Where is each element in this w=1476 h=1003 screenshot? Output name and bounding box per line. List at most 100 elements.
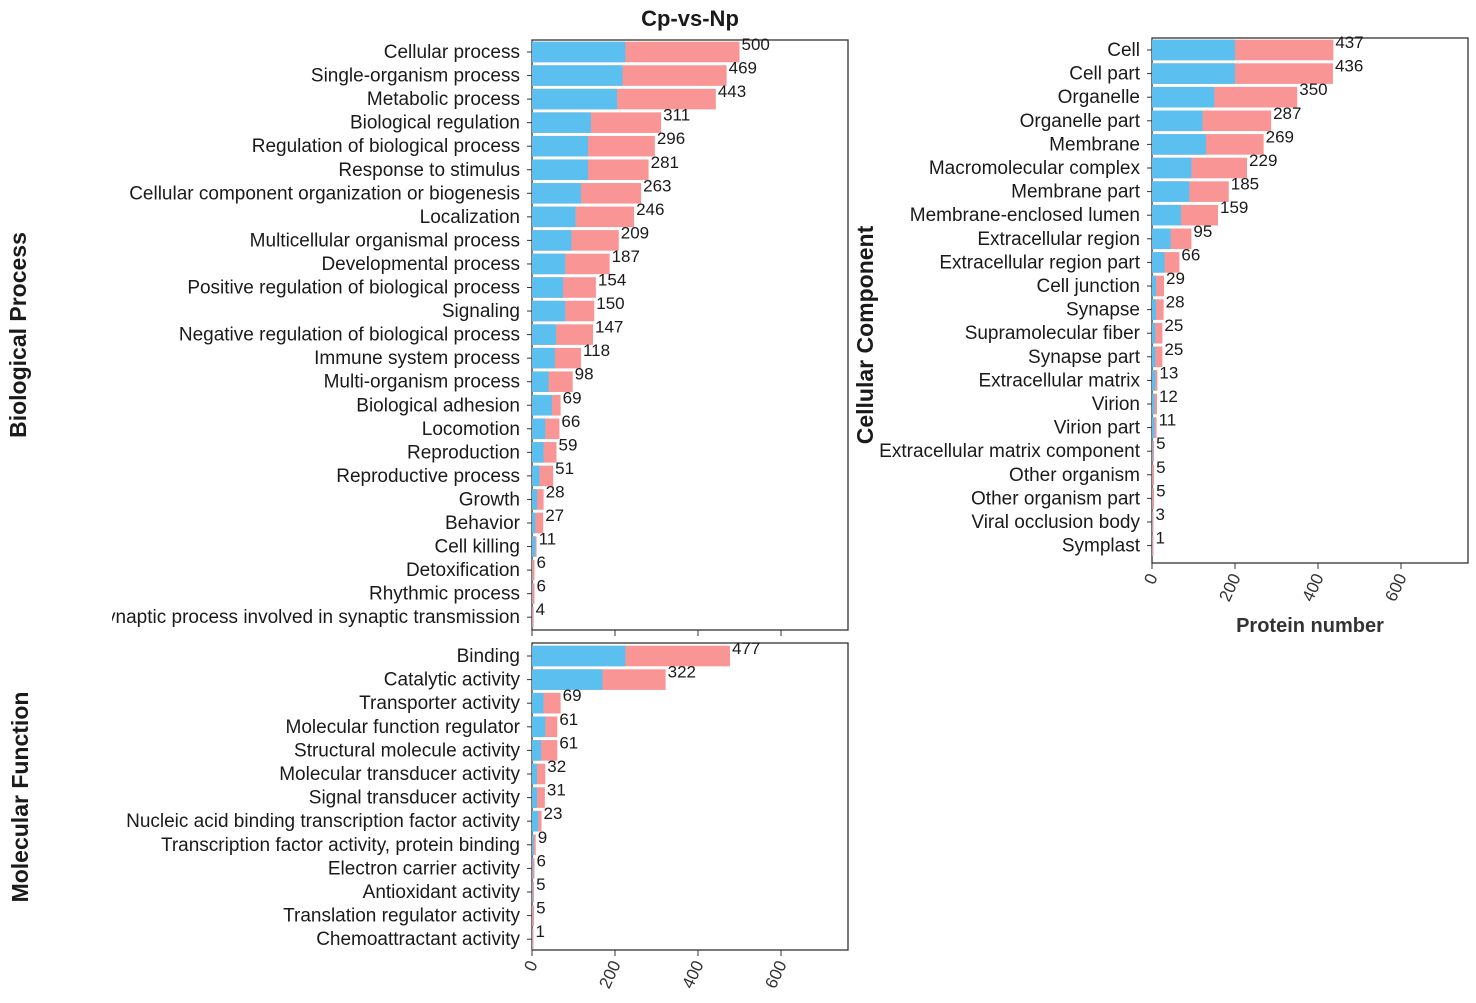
cc-bar-segment (1152, 322, 1156, 344)
cc-bar-segment (1152, 252, 1165, 273)
bp-bar-segment (532, 300, 566, 322)
bp-value-label: 281 (651, 153, 679, 172)
bp-value-label: 66 (561, 412, 580, 431)
cc-x-tick-label: 600 (1381, 571, 1410, 605)
mf-x-tick-label: 600 (761, 958, 790, 992)
cc-category-label: Membrane (1049, 134, 1140, 155)
cc-value-label: 11 (1159, 411, 1177, 430)
cc-value-label: 437 (1335, 33, 1363, 52)
bp-value-label: 6 (536, 577, 545, 596)
bp-category-label: Detoxification (406, 560, 520, 581)
mf-value-label: 23 (544, 804, 563, 823)
mf-value-label: 69 (563, 686, 582, 705)
cc-bar-segment (1152, 157, 1192, 179)
bp-value-label: 263 (643, 176, 671, 195)
bp-value-label: 296 (657, 129, 685, 148)
bp-value-label: 27 (545, 506, 564, 525)
cc-value-label: 3 (1156, 505, 1165, 524)
cc-value-label: 29 (1166, 269, 1185, 288)
bp-category-label: Biological adhesion (356, 395, 520, 416)
mf-panel-label: Molecular Function (7, 692, 33, 903)
mf-bar-total (532, 928, 534, 950)
bp-bar-segment (532, 536, 536, 557)
bp-bar-segment (532, 347, 555, 369)
bp-bar-total (532, 512, 544, 534)
bp-category-label: Developmental process (321, 254, 520, 275)
bp-bar-segment (532, 112, 591, 133)
bp-bar-segment (532, 277, 564, 298)
bp-bar-segment (532, 324, 557, 345)
bp-bar-segment (532, 465, 540, 487)
mf-bar-segment (532, 834, 534, 856)
mf-bar-total (532, 905, 535, 926)
cc-bar-total (1152, 346, 1163, 368)
bp-value-label: 51 (555, 459, 574, 478)
bp-category-label: Immune system process (314, 348, 520, 369)
cc-category-label: Synapse (1066, 300, 1140, 321)
mf-category-label: Molecular function regulator (286, 717, 521, 738)
cc-category-label: Extracellular matrix component (879, 441, 1141, 462)
cc-value-label: 229 (1249, 151, 1277, 170)
cc-value-label: 28 (1166, 293, 1185, 312)
cc-value-label: 1 (1156, 529, 1165, 548)
cc-category-label: Membrane-enclosed lumen (910, 205, 1140, 226)
cc-category-label: Symplast (1062, 536, 1141, 557)
cc-bar-segment (1152, 417, 1155, 438)
cc-category-label: Synapse part (1028, 347, 1141, 368)
bp-bar-segment (532, 88, 618, 110)
mf-category-label: Signal transducer activity (309, 788, 521, 809)
cc-bar-segment (1152, 370, 1156, 391)
mf-value-label: 6 (536, 851, 545, 870)
cc-bar-segment (1152, 63, 1235, 84)
bp-category-label: Positive regulation of biological proces… (187, 278, 520, 299)
cc-value-label: 5 (1156, 481, 1165, 500)
mf-category-label: Molecular transducer activity (279, 764, 520, 785)
bp-bar-segment (532, 442, 544, 463)
bp-panel: Biological Process Cellular process Single… (5, 35, 849, 636)
cc-x-tick-label: 200 (1215, 571, 1244, 605)
cc-bar-segment (1152, 39, 1235, 61)
mf-category-label: Catalytic activity (384, 670, 521, 691)
mf-value-label: 31 (547, 781, 566, 800)
cc-bar-segment (1152, 86, 1215, 108)
bp-category-label: Multi-organism process (324, 372, 520, 393)
bp-value-label: 150 (596, 294, 624, 313)
cc-value-label: 269 (1266, 127, 1294, 146)
cc-category-label: Virion part (1054, 418, 1141, 439)
cc-bar-total (1152, 299, 1164, 320)
bp-category-label: Negative regulation of biological proces… (179, 325, 520, 346)
mf-bar-segment (532, 810, 539, 832)
cc-bar-segment (1152, 393, 1155, 415)
bp-category-label: Multicellular organismal process (250, 230, 520, 251)
bp-category-label: Rhythmic process (369, 584, 520, 605)
bp-panel-label: Biological Process (5, 232, 31, 438)
mf-x-tick-label: 400 (678, 958, 707, 992)
bp-category-label: Reproduction (407, 442, 520, 463)
bp-bar-total (532, 583, 535, 604)
bp-bar-total (532, 489, 544, 510)
cc-panel-label: Cellular Component (852, 225, 878, 444)
mf-bar-segment (532, 740, 542, 761)
plot-panels: Biological Process Cellular process Single… (5, 33, 1469, 992)
bp-category-label: Locomotion (422, 419, 520, 440)
bp-category-label: Response to stimulus (338, 160, 520, 181)
x-axis-label: Protein number (1236, 615, 1384, 637)
bp-category-label: Growth (459, 489, 520, 510)
bp-bar-segment (532, 135, 589, 157)
bp-value-label: 469 (729, 59, 757, 78)
mf-bar-total (532, 881, 535, 903)
bp-bar-total (532, 559, 535, 581)
mf-bar-total (532, 834, 536, 856)
mf-value-label: 61 (559, 710, 578, 729)
mf-value-label: 9 (538, 828, 547, 847)
bp-value-label: 209 (621, 223, 649, 242)
cc-bar-total (1152, 440, 1155, 462)
cc-bar-segment (1152, 181, 1190, 202)
bp-category-label: Metabolic process (367, 89, 520, 110)
bp-category-label: Localization (420, 207, 520, 228)
bp-value-label: 6 (536, 553, 545, 572)
cc-category-label: Organelle part (1020, 111, 1141, 132)
bp-value-label: 443 (718, 82, 746, 101)
mf-value-label: 1 (536, 922, 545, 941)
bp-category-label: Presynaptic process involved in synaptic… (67, 607, 520, 628)
